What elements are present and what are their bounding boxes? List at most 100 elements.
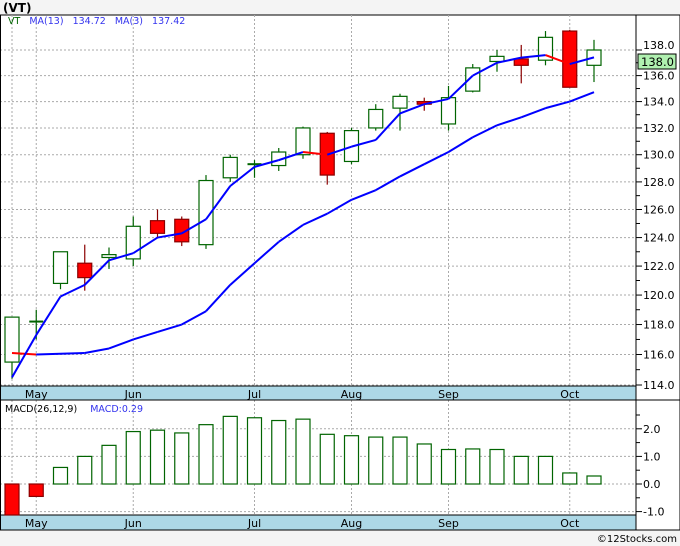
ma-segment-ma3 [84,259,110,286]
ma-segment-ma3 [326,145,352,156]
macd-bar [222,415,238,485]
macd-bar [101,444,117,485]
macd-bar [537,455,554,485]
macd-x-tick-label: Jul [247,517,261,530]
ma-segment-ma13 [108,338,134,350]
macd-bar [52,466,69,485]
ma-segment-ma3 [157,232,182,239]
ma-segment-ma3 [375,112,401,141]
price-tick-label: 124.0 [643,232,675,245]
legend-ma3-label: MA(3) [115,16,143,27]
copyright: ©12Stocks.com [597,534,677,545]
ma-segment-ma3 [302,151,328,156]
legend-ma3-value: 137.42 [152,16,185,27]
candle-body [392,95,408,109]
macd-bar [295,418,311,485]
candle [198,175,214,249]
price-tick-label: 120.0 [643,289,675,302]
ma-segment-ma13 [302,212,328,226]
ma-segment-ma3 [254,159,280,168]
candle-body [295,127,311,156]
axes: 114.0 116.0 118.0 120.0 122.0 124.0 126.0 128.0… [25,39,675,530]
macd-bar [149,429,166,485]
macd-bar [271,419,287,485]
candle-body [562,30,578,88]
macd-tick-label: 2.0 [643,423,661,436]
legend-symbol: VT [8,16,20,27]
candle-body [101,254,117,259]
candle [52,251,69,290]
ma-segment-ma3 [569,56,595,65]
ma-segment-ma3 [108,252,134,262]
ma-segment-ma3 [60,283,86,298]
ma-segment-ma3 [472,61,498,77]
macd-bar [174,432,190,485]
candle-body [368,108,384,129]
candle [489,50,505,72]
candle [77,244,93,291]
candle [295,126,311,159]
candle [513,44,529,84]
candle-body [4,316,20,363]
ma-segment-ma13 [205,284,231,312]
candle-body [174,218,190,243]
macd-legend-label: MACD(26,12,9) [5,404,77,415]
ma-segment-ma13 [181,310,207,326]
ma-segment-ma13 [472,124,498,139]
chart-frame [0,14,680,531]
ma-segment-ma3 [205,185,232,220]
ma-segment-ma3 [11,334,38,378]
macd-bar [198,424,214,485]
candle [465,64,481,93]
moving-averages [11,54,595,378]
macd-x-tick-label: Jun [124,517,142,530]
ma-segment-ma3 [521,54,546,59]
ma-segment-ma13 [520,107,546,119]
candle-body [77,262,93,279]
macd-bar [392,436,408,485]
candle [392,93,408,131]
ma-segment-ma13 [423,151,449,166]
price-x-tick-label: Sep [438,388,459,401]
price-tick-label: 128.0 [643,176,675,189]
ma-segment-ma13 [326,198,352,215]
candle [4,316,20,379]
ma-segment-ma13 [157,323,183,333]
price-tick-label: 114.0 [643,379,675,392]
ma-segment-ma3 [447,74,474,100]
price-x-tick-label: Oct [560,388,580,401]
legend-ma13-value: 134.72 [73,16,106,27]
macd-x-tick-label: May [25,517,48,530]
ma-segment-ma3 [35,295,62,336]
ma-segment-ma13 [351,189,377,201]
price-x-tick-label: Jul [247,388,261,401]
price-tick-label: 136.0 [643,70,675,83]
ma-segment-ma13 [84,347,110,354]
macd-bar [343,435,360,485]
price-x-tick-label: Jun [124,388,142,401]
macd-bar [489,448,505,485]
ma-segment-ma13 [36,352,61,356]
ma-segment-ma13 [278,224,304,243]
candle [247,160,262,178]
macd-x-tick-label: Aug [341,517,362,530]
macd-tick-label: 1.0 [643,450,661,463]
price-tick-label: 122.0 [643,260,675,273]
macd-bar [416,443,432,485]
macd-bar [562,472,578,485]
ma-segment-ma3 [229,166,256,187]
price-tick-label: 126.0 [643,204,675,217]
ma-segment-ma13 [132,331,158,341]
macd-bar [319,433,335,485]
macd-bars [4,415,602,516]
candle-body [440,97,457,125]
macd-x-tick-label: Sep [438,517,459,530]
macd-x-tick-label: Oct [560,517,580,530]
macd-bar [77,455,93,485]
macd-tick-label: 0.0 [643,478,661,491]
ma-segment-ma3 [399,103,425,115]
ma-segment-ma3 [278,151,304,162]
chart-title: (VT) [3,1,31,15]
